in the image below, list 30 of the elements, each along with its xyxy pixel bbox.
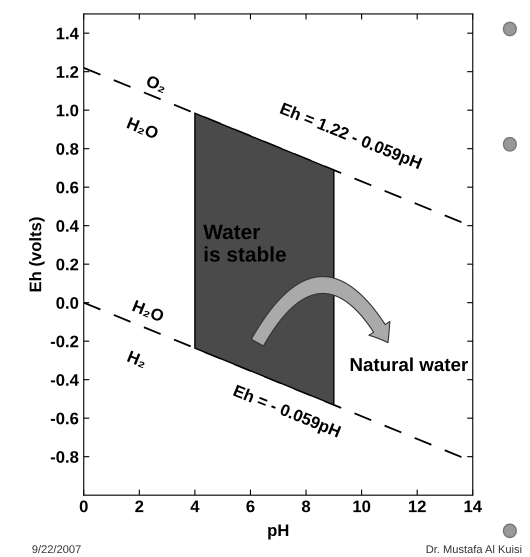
text: 9/22/2007 — [32, 544, 81, 554]
x-tick-label: 2 — [135, 500, 144, 512]
y-tick-label: 1.4 — [56, 28, 79, 40]
x-tick-label: 10 — [353, 500, 370, 512]
y-tick-label: 0.8 — [56, 143, 78, 155]
y-tick-label: -0.4 — [50, 374, 79, 386]
annotation: O₂ — [145, 74, 168, 94]
x-tick-label: 8 — [302, 500, 310, 512]
y-axis-title: Eh (volts) — [29, 217, 45, 292]
y-tick-label: 1.2 — [56, 66, 78, 78]
x-tick-label: 6 — [246, 500, 254, 512]
annotation: H₂ — [126, 350, 148, 368]
y-tick-label: -0.6 — [50, 412, 78, 424]
y-tick-label: -0.2 — [50, 336, 78, 348]
annotation: Water is stable — [203, 224, 286, 262]
y-tick-label: 0.0 — [56, 297, 78, 309]
annotation: H₂O — [132, 300, 165, 323]
x-tick-label: 4 — [190, 500, 200, 512]
y-tick-label: 0.2 — [56, 258, 78, 270]
y-tick-label: 1.0 — [56, 104, 78, 116]
y-tick-label: 0.6 — [56, 182, 78, 194]
annotation: Natural water — [350, 357, 468, 372]
x-tick-label: 12 — [408, 500, 426, 512]
y-tick-label: 0.4 — [56, 220, 79, 232]
annotation: H₂O — [126, 116, 160, 140]
x-axis-title: pH — [268, 524, 288, 540]
x-tick-label: 0 — [80, 500, 88, 512]
text: Dr. Mustafa Al Kuisi — [426, 544, 522, 554]
x-tick-label: 14 — [464, 500, 482, 512]
y-tick-label: -0.8 — [50, 451, 78, 463]
